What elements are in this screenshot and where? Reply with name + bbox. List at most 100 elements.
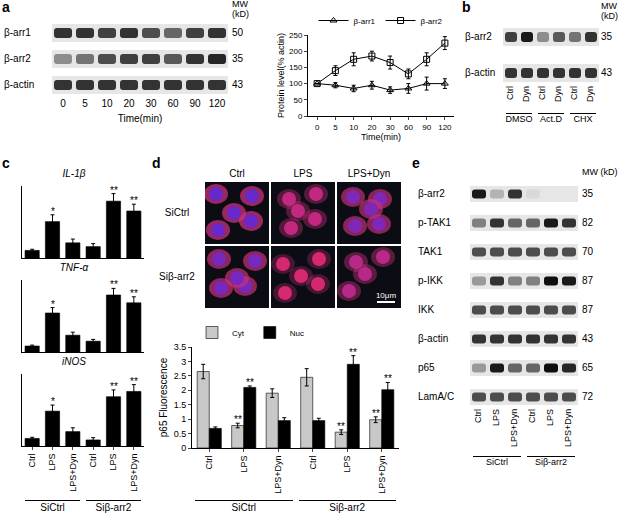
svg-text:Ctrl: Ctrl	[27, 454, 37, 468]
html-text:43: 43	[232, 79, 244, 90]
html-text:Dyn: Dyn	[520, 86, 531, 102]
svg-text:**: **	[234, 414, 242, 425]
svg-text:Cyt: Cyt	[232, 329, 245, 338]
html-text:Dyn: Dyn	[584, 86, 595, 102]
svg-text:*: *	[51, 299, 55, 310]
svg-text:Ctrl: Ctrl	[204, 456, 214, 470]
svg-text:200: 200	[289, 47, 303, 56]
svg-text:90: 90	[422, 123, 431, 132]
html-text:TAK1: TAK1	[418, 246, 443, 257]
svg-text:**: **	[337, 421, 345, 432]
svg-text:p65 Fluorescence: p65 Fluorescence	[158, 357, 169, 437]
html-text:β-actin: β-actin	[465, 67, 496, 78]
svg-text:0.5: 0.5	[174, 429, 187, 439]
svg-text:60: 60	[404, 123, 413, 132]
html-text:Ctrl: Ctrl	[536, 86, 547, 100]
svg-text:**: **	[110, 279, 118, 290]
svg-text:IL-1β: IL-1β	[63, 168, 86, 179]
html-text:Dyn: Dyn	[552, 86, 563, 102]
svg-text:250: 250	[289, 31, 303, 40]
svg-text:**: **	[130, 376, 138, 387]
html-text:p-IKK: p-IKK	[418, 275, 443, 286]
svg-text:**: **	[384, 373, 392, 384]
html-text:65: 65	[582, 362, 594, 373]
svg-text:30: 30	[386, 123, 395, 132]
svg-text:0: 0	[298, 112, 303, 121]
svg-text:*: *	[51, 206, 55, 217]
html-text:β-arr2: β-arr2	[465, 31, 492, 42]
svg-text:20: 20	[367, 123, 376, 132]
html-text:MW (kD): MW (kD)	[232, 0, 249, 19]
html-text:43: 43	[601, 67, 613, 78]
svg-text:LPS: LPS	[342, 456, 352, 473]
svg-text:0: 0	[181, 443, 186, 453]
html-text:35: 35	[232, 53, 244, 64]
svg-text:120: 120	[438, 123, 452, 132]
svg-text:Ctrl: Ctrl	[88, 454, 98, 468]
html-text:35: 35	[601, 31, 613, 42]
html-text:β-actin: β-actin	[4, 79, 35, 90]
html-text:30: 30	[145, 98, 157, 109]
svg-text:3.5: 3.5	[174, 342, 187, 352]
svg-text:0: 0	[315, 123, 320, 132]
svg-text:**: **	[349, 347, 357, 358]
svg-text:Nuc: Nuc	[290, 329, 304, 338]
svg-text:LPS+Dyn: LPS+Dyn	[68, 454, 78, 492]
html-text:43: 43	[582, 333, 594, 344]
svg-text:2: 2	[181, 385, 186, 395]
svg-text:10: 10	[349, 123, 358, 132]
svg-text:β-arr2: β-arr2	[421, 17, 443, 26]
html-text:87: 87	[582, 275, 594, 286]
html-text:MW (kD): MW (kD)	[601, 1, 618, 21]
html-text:35: 35	[582, 188, 594, 199]
html-text:Ctrl: Ctrl	[504, 86, 515, 100]
html-text:β-actin: β-actin	[418, 333, 449, 344]
html-text:β-arr2: β-arr2	[4, 53, 31, 64]
html-text:10: 10	[101, 98, 113, 109]
svg-text:**: **	[130, 195, 138, 206]
html-text:120: 120	[208, 98, 226, 109]
html-text:LamA/C: LamA/C	[418, 391, 455, 402]
html-text:IKK: IKK	[418, 304, 435, 315]
svg-text:10μm: 10μm	[376, 291, 397, 300]
svg-text:100: 100	[289, 79, 303, 88]
svg-text:Time(min): Time(min)	[361, 132, 401, 142]
svg-text:50: 50	[293, 96, 302, 105]
svg-text:Ctrl: Ctrl	[308, 456, 318, 470]
html-text:p-TAK1: p-TAK1	[418, 217, 452, 228]
svg-text:iNOS: iNOS	[62, 356, 86, 367]
svg-text:150: 150	[289, 63, 303, 72]
html-text:50: 50	[232, 27, 244, 38]
html-text:Time(min): Time(min)	[117, 113, 163, 124]
svg-text:**: **	[372, 408, 380, 419]
svg-text:Protein level(% actin): Protein level(% actin)	[276, 33, 286, 118]
svg-text:β-arr1: β-arr1	[354, 17, 376, 26]
svg-text:2.5: 2.5	[174, 371, 187, 381]
html-text:60: 60	[167, 98, 179, 109]
html-text:90: 90	[189, 98, 201, 109]
svg-text:**: **	[110, 185, 118, 196]
svg-text:**: **	[130, 288, 138, 299]
html-text:20: 20	[123, 98, 135, 109]
svg-text:LPS: LPS	[108, 454, 118, 471]
svg-text:LPS+Dyn: LPS+Dyn	[273, 456, 283, 494]
html-text:p65: p65	[418, 362, 435, 373]
html-text:87: 87	[582, 304, 594, 315]
svg-text:LPS: LPS	[47, 454, 57, 471]
html-text:Ctrl: Ctrl	[568, 86, 579, 100]
svg-text:1: 1	[181, 414, 186, 424]
svg-text:**: **	[246, 377, 254, 388]
svg-text:TNF-α: TNF-α	[60, 262, 89, 273]
svg-text:1.5: 1.5	[174, 400, 187, 410]
svg-text:LPS: LPS	[239, 456, 249, 473]
html-text:70: 70	[582, 246, 594, 257]
svg-text:LPS+Dyn: LPS+Dyn	[129, 454, 139, 492]
svg-text:**: **	[110, 381, 118, 392]
svg-text:*: *	[51, 396, 55, 407]
html-text:β-arr2: β-arr2	[418, 188, 445, 199]
svg-text:5: 5	[333, 123, 338, 132]
html-text:82: 82	[582, 217, 594, 228]
svg-text:3: 3	[181, 357, 186, 367]
svg-text:LPS+Dyn: LPS+Dyn	[377, 456, 387, 494]
html-text:β-arr1: β-arr1	[4, 27, 31, 38]
